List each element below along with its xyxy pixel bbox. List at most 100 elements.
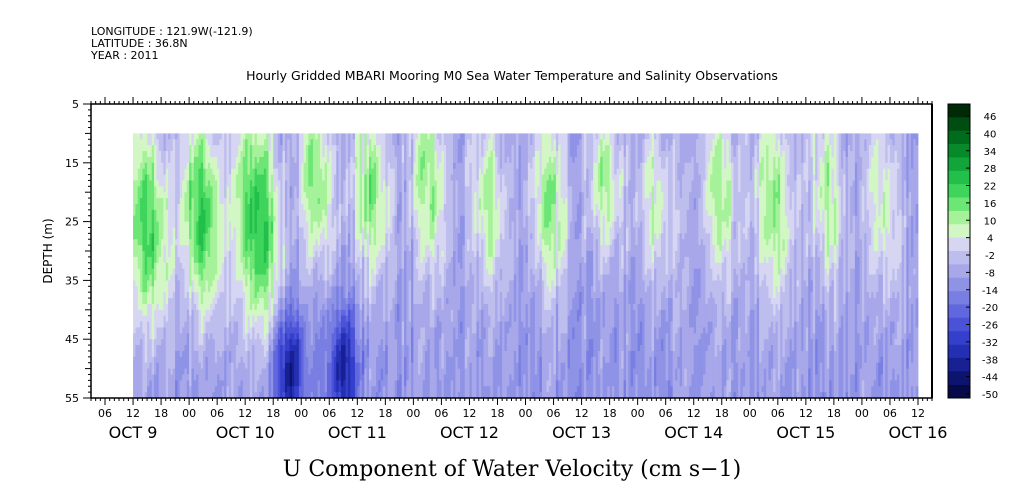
- heatmap-cell: [289, 145, 293, 152]
- heatmap-cell: [170, 227, 174, 234]
- heatmap-cell: [289, 168, 293, 175]
- heatmap-cell: [245, 151, 248, 158]
- heatmap-cell: [294, 203, 297, 211]
- heatmap-cell: [338, 292, 342, 299]
- heatmap-cell: [354, 392, 358, 399]
- heatmap-cell: [140, 245, 143, 252]
- heatmap-cell: [165, 180, 169, 187]
- heatmap-cell: [177, 145, 181, 152]
- heatmap-cell: [226, 274, 230, 281]
- heatmap-cell: [333, 368, 337, 375]
- heatmap-cell: [140, 262, 143, 270]
- heatmap-cell: [275, 233, 279, 240]
- heatmap-cell: [373, 227, 377, 234]
- heatmap-cell: [137, 233, 141, 240]
- heatmap-cell: [182, 303, 185, 311]
- heatmap-cell: [170, 292, 174, 299]
- heatmap-cell: [383, 215, 386, 222]
- heatmap-cell: [315, 180, 319, 187]
- heatmap-cell: [249, 350, 253, 358]
- heatmap-cell: [161, 251, 164, 258]
- heatmap-cell: [224, 280, 227, 287]
- heatmap-cell: [336, 145, 340, 152]
- heatmap-cell: [280, 251, 283, 258]
- heatmap-cell: [196, 268, 199, 275]
- heatmap-cell: [189, 198, 192, 205]
- heatmap-cell: [380, 356, 384, 364]
- heatmap-cell: [322, 215, 326, 222]
- heatmap-cell: [359, 203, 363, 211]
- heatmap-cell: [207, 386, 211, 393]
- heatmap-cell: [233, 386, 237, 393]
- heatmap-cell: [277, 215, 281, 222]
- heatmap-cell: [319, 350, 323, 358]
- heatmap-cell: [298, 368, 302, 375]
- heatmap-cell: [184, 362, 188, 369]
- heatmap-cell: [214, 392, 218, 399]
- heatmap-cell: [387, 180, 391, 187]
- heatmap-cell: [359, 333, 363, 340]
- heatmap-cell: [305, 209, 309, 217]
- heatmap-cell: [242, 139, 246, 146]
- heatmap-cell: [207, 374, 211, 381]
- heatmap-cell: [294, 245, 297, 252]
- heatmap-cell: [331, 339, 335, 346]
- heatmap-cell: [336, 303, 340, 311]
- heatmap-cell: [359, 315, 363, 322]
- heatmap-cell: [212, 221, 216, 228]
- heatmap-cell: [147, 227, 150, 234]
- heatmap-cell: [322, 227, 326, 234]
- heatmap-cell: [172, 145, 176, 152]
- heatmap-cell: [345, 286, 349, 293]
- heatmap-cell: [210, 392, 213, 399]
- heatmap-cell: [151, 186, 155, 193]
- heatmap-cell: [247, 198, 251, 205]
- heatmap-cell: [333, 298, 337, 305]
- heatmap-cell: [154, 262, 157, 270]
- heatmap-cell: [252, 251, 255, 258]
- heatmap-cell: [366, 186, 370, 193]
- heatmap-cell: [140, 203, 143, 211]
- heatmap-cell: [319, 145, 323, 152]
- heatmap-cell: [387, 215, 391, 222]
- heatmap-cell: [263, 221, 267, 228]
- heatmap-cell: [240, 309, 244, 317]
- heatmap-cell: [390, 139, 393, 146]
- heatmap-cell: [287, 386, 290, 393]
- heatmap-cell: [184, 245, 188, 252]
- heatmap-cell: [333, 174, 337, 181]
- heatmap-cell: [352, 221, 356, 228]
- heatmap-cell: [158, 315, 162, 322]
- heatmap-cell: [252, 180, 255, 187]
- heatmap-cell: [226, 198, 230, 205]
- heatmap-cell: [231, 392, 234, 399]
- heatmap-cell: [359, 198, 363, 205]
- heatmap-cell: [354, 262, 358, 270]
- heatmap-cell: [186, 221, 190, 228]
- heatmap-cell: [207, 274, 211, 281]
- heatmap-cell: [263, 256, 267, 264]
- heatmap-cell: [296, 362, 300, 369]
- heatmap-cell: [268, 262, 272, 270]
- heatmap-cell: [256, 280, 260, 287]
- heatmap-cell: [210, 286, 213, 293]
- heatmap-cell: [354, 186, 358, 193]
- heatmap-cell: [270, 362, 274, 369]
- heatmap-cell: [247, 362, 251, 369]
- heatmap-cell: [221, 162, 225, 170]
- heatmap-cell: [390, 192, 393, 199]
- heatmap-cell: [240, 227, 244, 234]
- heatmap-cell: [322, 156, 326, 164]
- heatmap-cell: [301, 268, 304, 275]
- heatmap-cell: [214, 280, 218, 287]
- heatmap-cell: [228, 133, 232, 140]
- heatmap-cell: [266, 386, 269, 393]
- heatmap-cell: [168, 392, 171, 399]
- heatmap-cell: [254, 339, 258, 346]
- heatmap-cell: [233, 374, 237, 381]
- heatmap-cell: [142, 186, 146, 193]
- heatmap-cell: [133, 333, 136, 340]
- heatmap-cell: [191, 386, 195, 393]
- heatmap-cell: [369, 333, 372, 340]
- heatmap-cell: [390, 156, 393, 164]
